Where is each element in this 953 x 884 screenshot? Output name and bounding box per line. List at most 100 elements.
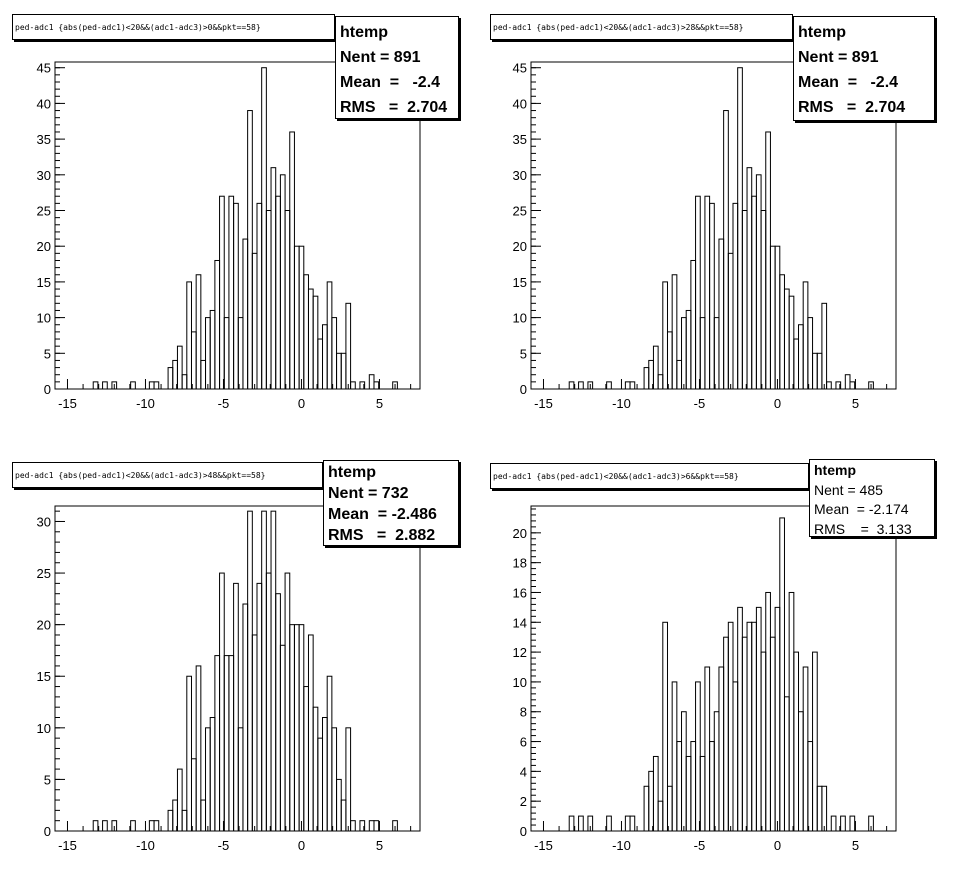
histogram-bar [671,681,678,832]
histogram-bar [783,696,790,832]
y-tick-label: 10 [37,721,51,736]
histogram-bar [699,317,706,390]
histogram-bar [769,636,776,832]
histogram-bar [148,381,155,390]
stats-name: htemp [814,462,856,478]
y-tick-label: 5 [44,346,51,361]
y-tick-label: 0 [520,824,527,839]
histogram-bar [821,302,828,390]
histogram-bar [643,367,650,390]
stats-name: htemp [798,24,846,41]
histogram-bar [270,167,277,390]
histogram-bar [835,381,842,390]
stats-box-2: htemp Nent = 891 Mean = -2.4 RMS = 2.704 [793,16,935,121]
histogram-bar [840,815,846,832]
histogram-bar [279,644,286,832]
histogram-bar [279,174,286,390]
histogram-bar [812,352,818,390]
y-tick-label: 6 [520,735,527,750]
histogram-bar [209,309,216,390]
histogram-bar [251,252,258,390]
stats-mean: Mean = -2.486 [328,506,437,523]
histogram-bar [195,665,202,832]
histogram-bar [849,815,856,832]
histogram-bar [732,202,739,390]
histogram-bar [765,591,771,832]
histogram-bar [568,815,575,832]
plot-frame [54,505,421,832]
stats-rms: RMS = 3.133 [814,520,912,537]
histogram-bar [718,666,725,832]
histogram-bar [153,381,160,390]
histogram-bar [681,317,687,390]
histogram-bar [317,737,324,832]
histogram-bar [751,195,757,390]
histogram-bar [219,572,225,832]
histogram-bar [624,815,631,832]
histogram-bar [181,374,188,390]
histogram-bar [709,741,715,832]
histogram-bar [214,259,221,390]
x-tick-label: -10 [612,838,631,853]
histogram-bar [233,582,239,832]
histogram-bar [322,717,328,832]
histogram-bar [261,67,267,390]
y-tick-label: 15 [37,275,51,290]
histogram-bar [186,281,192,390]
y-tick-label: 16 [513,585,527,600]
histogram-bar [130,381,136,390]
y-tick-label: 20 [513,239,527,254]
histogram-bar [345,302,352,390]
histogram-pad-4: -15 -10 -5 0 5 0 2 4 6 8 10 12 14 16 18 20 ped-adc1 {ab… [476,442,952,884]
histogram-bar [181,809,188,832]
histogram-bar [779,517,785,832]
y-tick-label: 0 [520,382,527,397]
histogram-bar [102,820,108,832]
stats-nent-value: 732 [381,485,409,502]
histogram-bar [793,651,800,832]
histogram-bar [247,110,253,390]
histogram-bar [662,281,668,390]
histogram-bar [340,352,347,390]
histogram-bar [737,67,743,390]
histogram-bar [261,510,267,832]
x-tick-label: 5 [376,838,383,853]
histogram-bar [350,820,356,832]
stats-rms: RMS = 2.704 [798,99,906,116]
y-tick-label: 40 [513,96,527,111]
x-tick-label: -15 [58,396,77,411]
histogram-bar [307,288,314,390]
y-tick-label: 20 [513,526,527,541]
histogram-bar [359,381,366,390]
histogram-bar [774,245,781,390]
histogram-bar [695,681,701,832]
x-tick-label: -10 [612,396,631,411]
histogram-bar [190,758,197,832]
histogram-bar [741,636,748,832]
histogram-bar [317,338,324,390]
y-tick-label: 10 [37,311,51,326]
x-tick-label: -15 [534,396,553,411]
histogram-bar [723,110,729,390]
histogram-bar [657,800,664,832]
histogram-bar [727,621,734,832]
histogram-bar [779,274,785,390]
histogram-bar [802,666,809,832]
stats-rms-value: 2.704 [865,99,906,116]
histogram-bar [769,245,776,390]
histogram-bar [275,593,281,832]
y-tick-label: 35 [513,132,527,147]
histogram-bar [223,655,230,832]
histogram-bar [844,374,851,390]
histogram-pad-1: -15 -10 -5 0 5 0 5 10 15 20 25 30 35 40 45 ped-adc1 {a… [0,0,476,442]
histogram-bar [205,317,211,390]
histogram-bar [284,572,291,832]
histogram-bar [303,686,309,832]
histogram-bar [256,202,263,390]
histogram-bars [92,510,398,832]
histogram-bar [92,381,99,390]
histogram-bar [326,675,333,832]
x-tick-label: -5 [694,396,706,411]
y-tick-label: 15 [513,275,527,290]
histogram-bars [92,67,398,390]
